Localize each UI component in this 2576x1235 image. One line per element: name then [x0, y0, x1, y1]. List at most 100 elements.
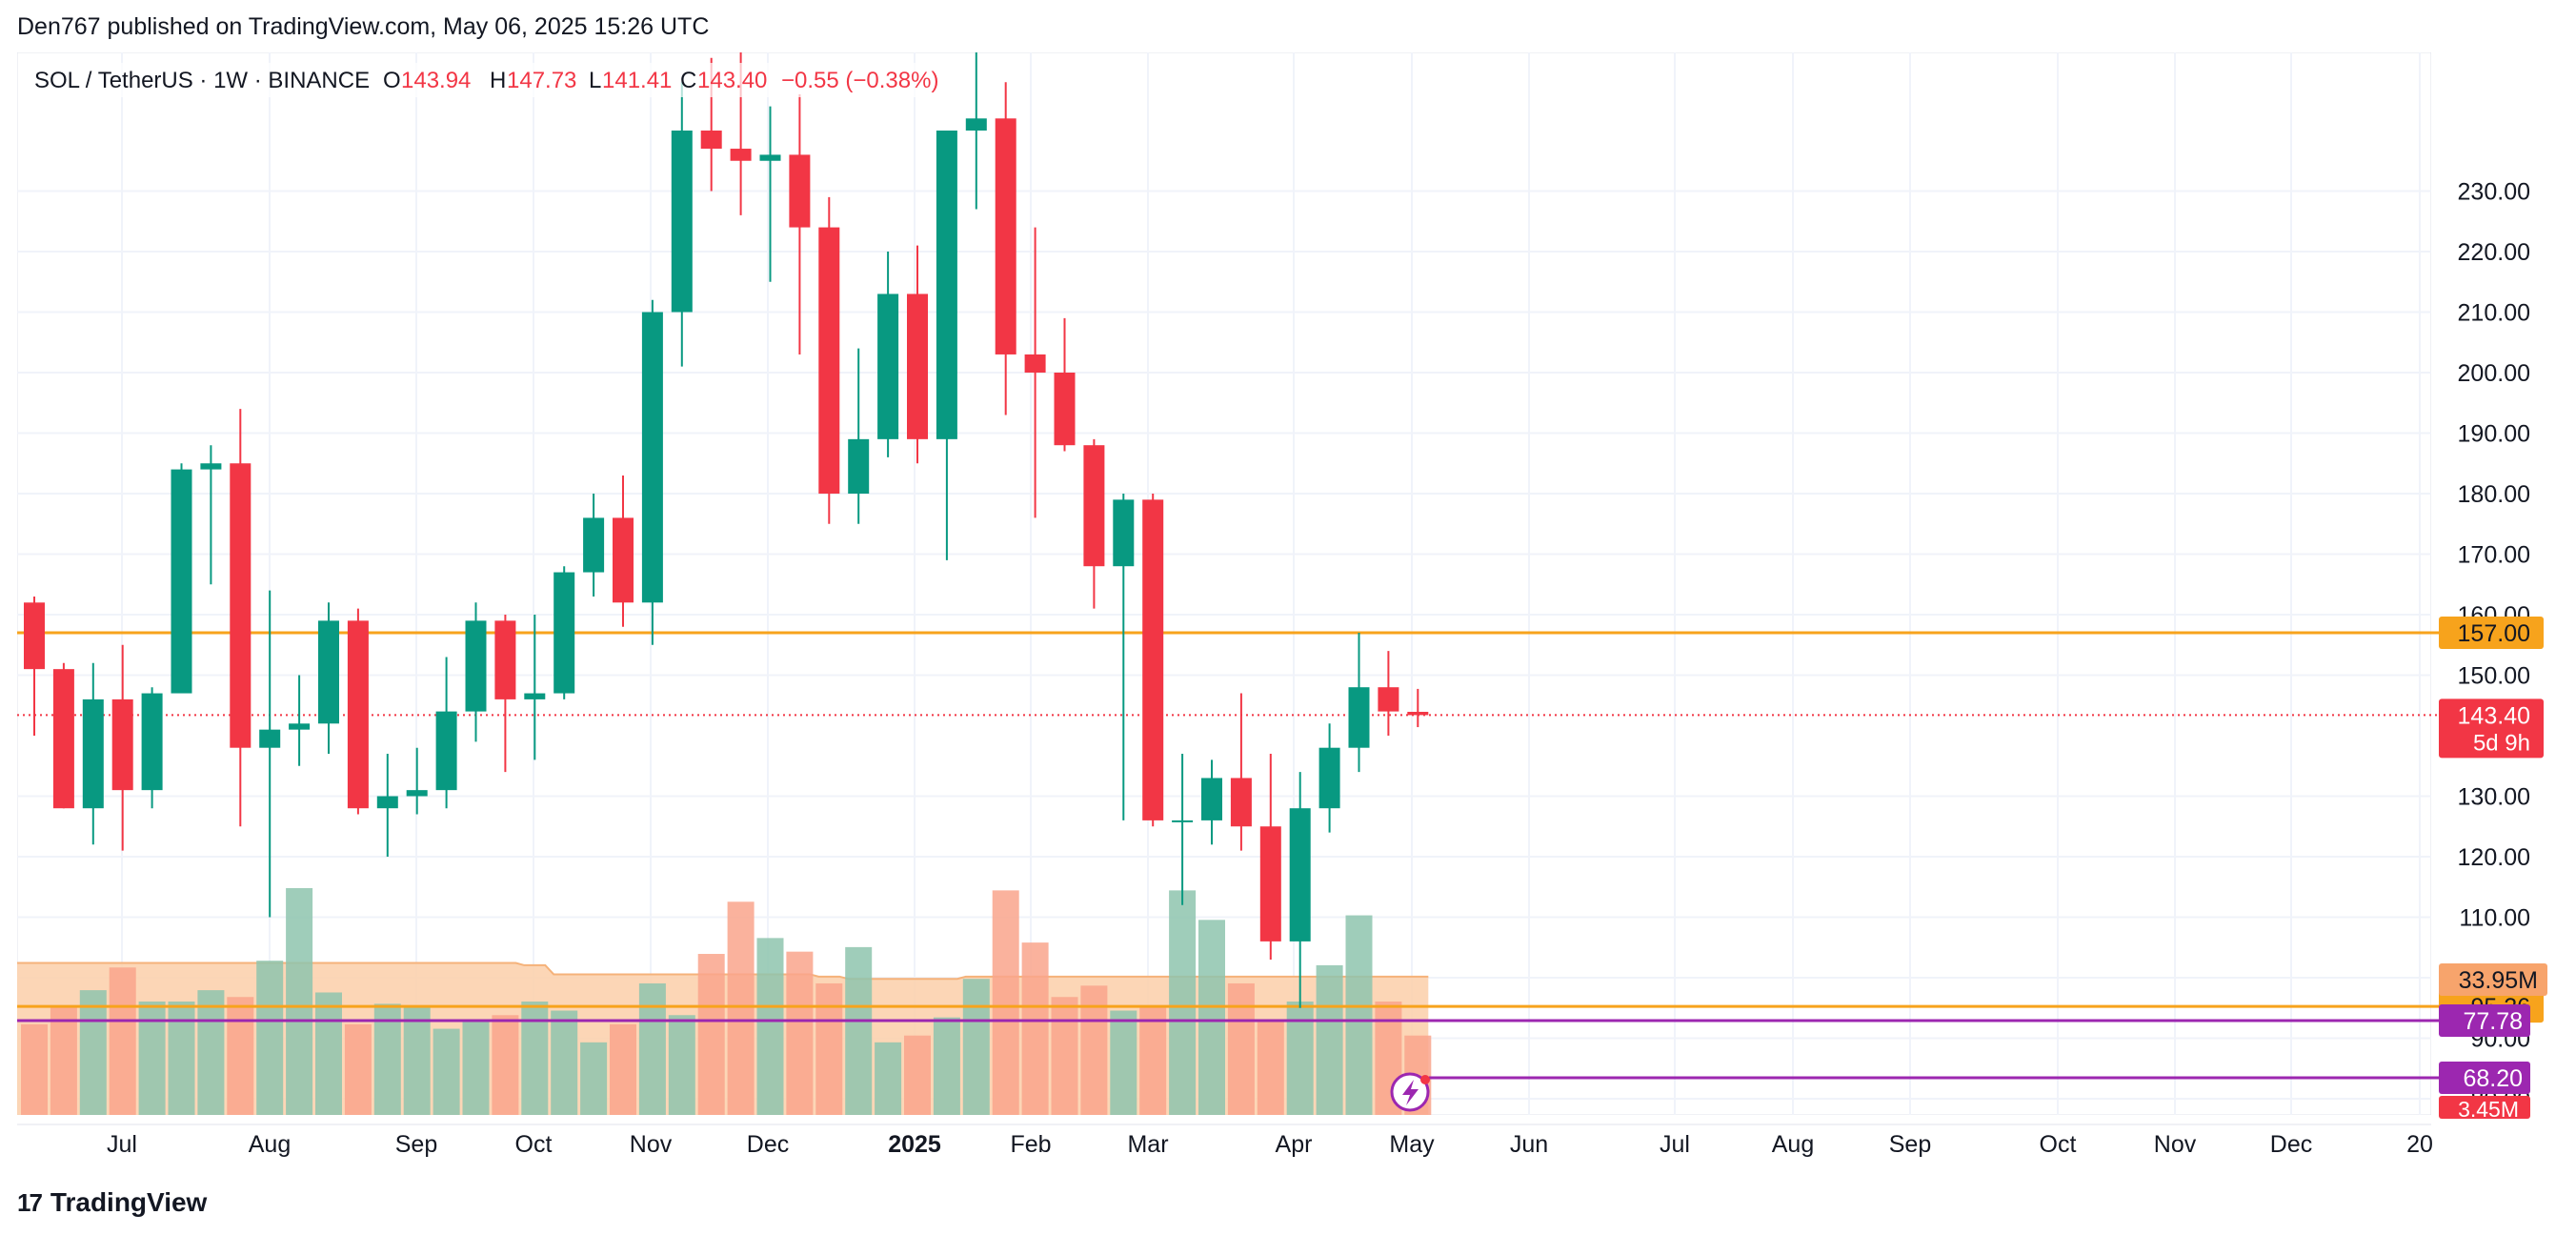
- x-tick-label: May: [1389, 1131, 1435, 1158]
- legend-change: −0.55 (−0.38%): [781, 68, 938, 93]
- last-price-countdown: 5d 9h: [2473, 730, 2530, 756]
- candle-body[interactable]: [848, 438, 870, 494]
- candle-body[interactable]: [641, 312, 663, 603]
- volume-bar: [21, 1023, 48, 1115]
- candle-body[interactable]: [700, 131, 722, 150]
- last-price-label-bg: [2439, 698, 2544, 759]
- legend-close-value: 143.40: [697, 68, 767, 93]
- candle-body[interactable]: [1348, 687, 1370, 748]
- x-tick-label: 20: [2406, 1131, 2433, 1158]
- candle-body[interactable]: [907, 294, 928, 439]
- candle-body[interactable]: [259, 729, 281, 748]
- candle-body[interactable]: [347, 620, 369, 809]
- x-tick-label: Oct: [2040, 1131, 2077, 1158]
- y-tick-label: 200.00: [2458, 360, 2530, 387]
- y-tick-label: 180.00: [2458, 481, 2530, 508]
- candle-body[interactable]: [1142, 499, 1164, 820]
- candle-body[interactable]: [289, 723, 311, 730]
- candle-body[interactable]: [1024, 354, 1046, 373]
- legend-open-label: O: [383, 68, 401, 93]
- candle-body[interactable]: [230, 463, 252, 748]
- candles-layer[interactable]: [24, 0, 1429, 1008]
- candle-body[interactable]: [376, 796, 398, 809]
- candle-body[interactable]: [671, 131, 693, 313]
- volume-bar: [168, 1002, 195, 1115]
- y-tick-label: 220.00: [2458, 239, 2530, 266]
- candle-body[interactable]: [965, 118, 987, 131]
- volume-bar: [904, 1035, 931, 1115]
- candle-body[interactable]: [553, 572, 575, 694]
- candle-body[interactable]: [318, 620, 339, 724]
- candle-body[interactable]: [82, 698, 104, 809]
- legend-symbol: SOL / TetherUS · 1W · BINANCE: [34, 68, 370, 93]
- volume-bar: [551, 1010, 578, 1115]
- candle-body[interactable]: [524, 693, 546, 699]
- candle-body[interactable]: [1201, 778, 1222, 820]
- candle-body[interactable]: [936, 131, 957, 439]
- candle-body[interactable]: [1289, 808, 1311, 941]
- candle-body[interactable]: [200, 463, 222, 470]
- candle-body[interactable]: [435, 711, 457, 791]
- candle-body[interactable]: [24, 602, 45, 670]
- legend-high-value: 147.73: [507, 68, 576, 93]
- y-tick-label: 150.00: [2458, 663, 2530, 690]
- x-tick-label: Nov: [2154, 1131, 2197, 1158]
- volume-bar: [1110, 1010, 1137, 1115]
- candle-body[interactable]: [171, 469, 192, 694]
- volume-bar: [815, 982, 843, 1115]
- volume-bar: [79, 990, 107, 1115]
- candle-body[interactable]: [1172, 820, 1194, 822]
- volume-bar: [1139, 1005, 1167, 1115]
- volume-bar: [433, 1028, 460, 1115]
- candle-body[interactable]: [759, 154, 781, 161]
- axes-layer: 230.00 220.00 210.00 200.00 190.00 180.00 170.…: [17, 179, 2530, 1158]
- bolt-icon[interactable]: [1390, 1072, 1430, 1112]
- candle-body[interactable]: [818, 227, 840, 494]
- candle-body[interactable]: [465, 620, 487, 712]
- candle-body[interactable]: [141, 693, 163, 791]
- volume-bar: [373, 1003, 401, 1115]
- legend-low-label: L: [589, 68, 601, 93]
- candle-body[interactable]: [1054, 373, 1076, 446]
- volume-last-label: 3.45M: [2458, 1097, 2519, 1122]
- candle-body[interactable]: [52, 669, 74, 809]
- candle-body[interactable]: [583, 517, 605, 573]
- candle-body[interactable]: [111, 698, 133, 791]
- candle-body[interactable]: [613, 517, 634, 603]
- volume-bar: [1051, 997, 1078, 1115]
- candle-body[interactable]: [877, 294, 899, 439]
- candle-body[interactable]: [789, 154, 811, 228]
- candle-body[interactable]: [406, 790, 428, 797]
- candle-body[interactable]: [1083, 445, 1105, 567]
- x-tick-label: Apr: [1276, 1131, 1313, 1158]
- x-tick-label: Sep: [395, 1131, 437, 1158]
- level-label-bg: [2439, 617, 2544, 650]
- volume-bar: [668, 1015, 695, 1115]
- volume-bar: [403, 1005, 431, 1115]
- indicator-label: 68.20: [2463, 1065, 2523, 1092]
- candle-body[interactable]: [1230, 778, 1252, 827]
- volume-bar: [845, 946, 873, 1115]
- x-tick-label: Sep: [1889, 1131, 1931, 1158]
- candle-body[interactable]: [730, 149, 752, 161]
- candle-body[interactable]: [1259, 826, 1281, 941]
- candle-body[interactable]: [1407, 711, 1429, 716]
- volume-bar: [786, 951, 814, 1115]
- candle-body[interactable]: [1378, 687, 1399, 712]
- volume-bar: [1345, 915, 1373, 1115]
- volume-bar: [962, 979, 990, 1115]
- y-tick-label: 210.00: [2458, 300, 2530, 327]
- candle-body[interactable]: [1113, 499, 1135, 567]
- legend-close-label: C: [680, 68, 696, 93]
- legend-background: [25, 63, 958, 97]
- candle-body[interactable]: [995, 118, 1016, 354]
- legend-low-value: 141.41: [602, 68, 672, 93]
- candle-body[interactable]: [1318, 747, 1340, 809]
- y-tick-label: 130.00: [2458, 784, 2530, 811]
- volume-bar: [521, 1002, 549, 1115]
- tradingview-logo[interactable]: 17 TradingView: [17, 1187, 207, 1218]
- candle-body[interactable]: [494, 620, 516, 699]
- volume-bar: [610, 1023, 636, 1115]
- volume-bar: [344, 1023, 372, 1115]
